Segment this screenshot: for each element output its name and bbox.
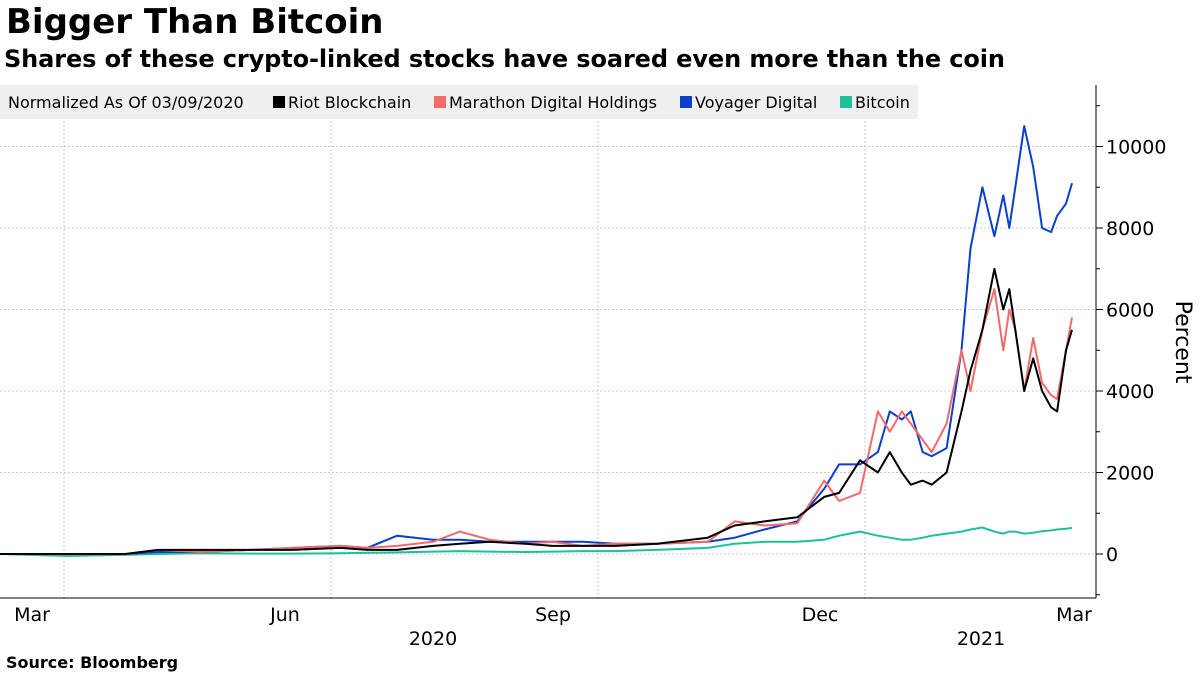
legend-label: Riot Blockchain — [288, 93, 411, 112]
series-line-voyager-digital — [0, 125, 1073, 555]
gridlines — [0, 85, 1096, 598]
series-line-riot-blockchain — [0, 267, 1073, 555]
series-line-bitcoin — [0, 526, 1073, 557]
series-lines — [0, 125, 1073, 557]
y-tick-label: 6000 — [1106, 300, 1154, 322]
y-tick-label: 8000 — [1106, 218, 1154, 240]
legend-label: Voyager Digital — [695, 93, 817, 112]
legend-swatch — [840, 96, 852, 108]
series-line-marathon-digital-holdings — [0, 288, 1073, 555]
legend-swatch — [434, 96, 446, 108]
x-tick-label: Jun — [269, 604, 300, 626]
legend-background — [0, 85, 918, 119]
legend-label: Bitcoin — [855, 93, 910, 112]
chart-title: Bigger Than Bitcoin — [6, 2, 384, 42]
legend: Normalized As Of 03/09/2020 Riot Blockcha… — [0, 85, 918, 119]
x-tick-label: Mar — [14, 604, 50, 626]
y-tick-label: 10000 — [1106, 137, 1166, 159]
legend-label: Marathon Digital Holdings — [449, 93, 657, 112]
chart-subtitle: Shares of these crypto-linked stocks hav… — [4, 45, 1005, 73]
x-tick-label: Sep — [535, 604, 571, 626]
source-note: Source: Bloomberg — [6, 653, 179, 672]
y-axis-title: Percent — [1170, 301, 1195, 384]
legend-swatch — [680, 96, 692, 108]
x-year-label: 2021 — [957, 628, 1005, 650]
x-year-label: 2020 — [409, 628, 457, 650]
legend-note: Normalized As Of 03/09/2020 — [8, 93, 244, 112]
x-tick-label: Dec — [802, 604, 839, 626]
axes: 0 2000 4000 6000 8000 10000 Mar Jun Sep Dec Mar 202… — [0, 85, 1195, 650]
legend-swatch — [273, 96, 285, 108]
y-tick-label: 0 — [1106, 544, 1118, 566]
x-tick-label: Mar — [1056, 604, 1092, 626]
y-tick-label: 4000 — [1106, 381, 1154, 403]
y-tick-label: 2000 — [1106, 463, 1154, 485]
